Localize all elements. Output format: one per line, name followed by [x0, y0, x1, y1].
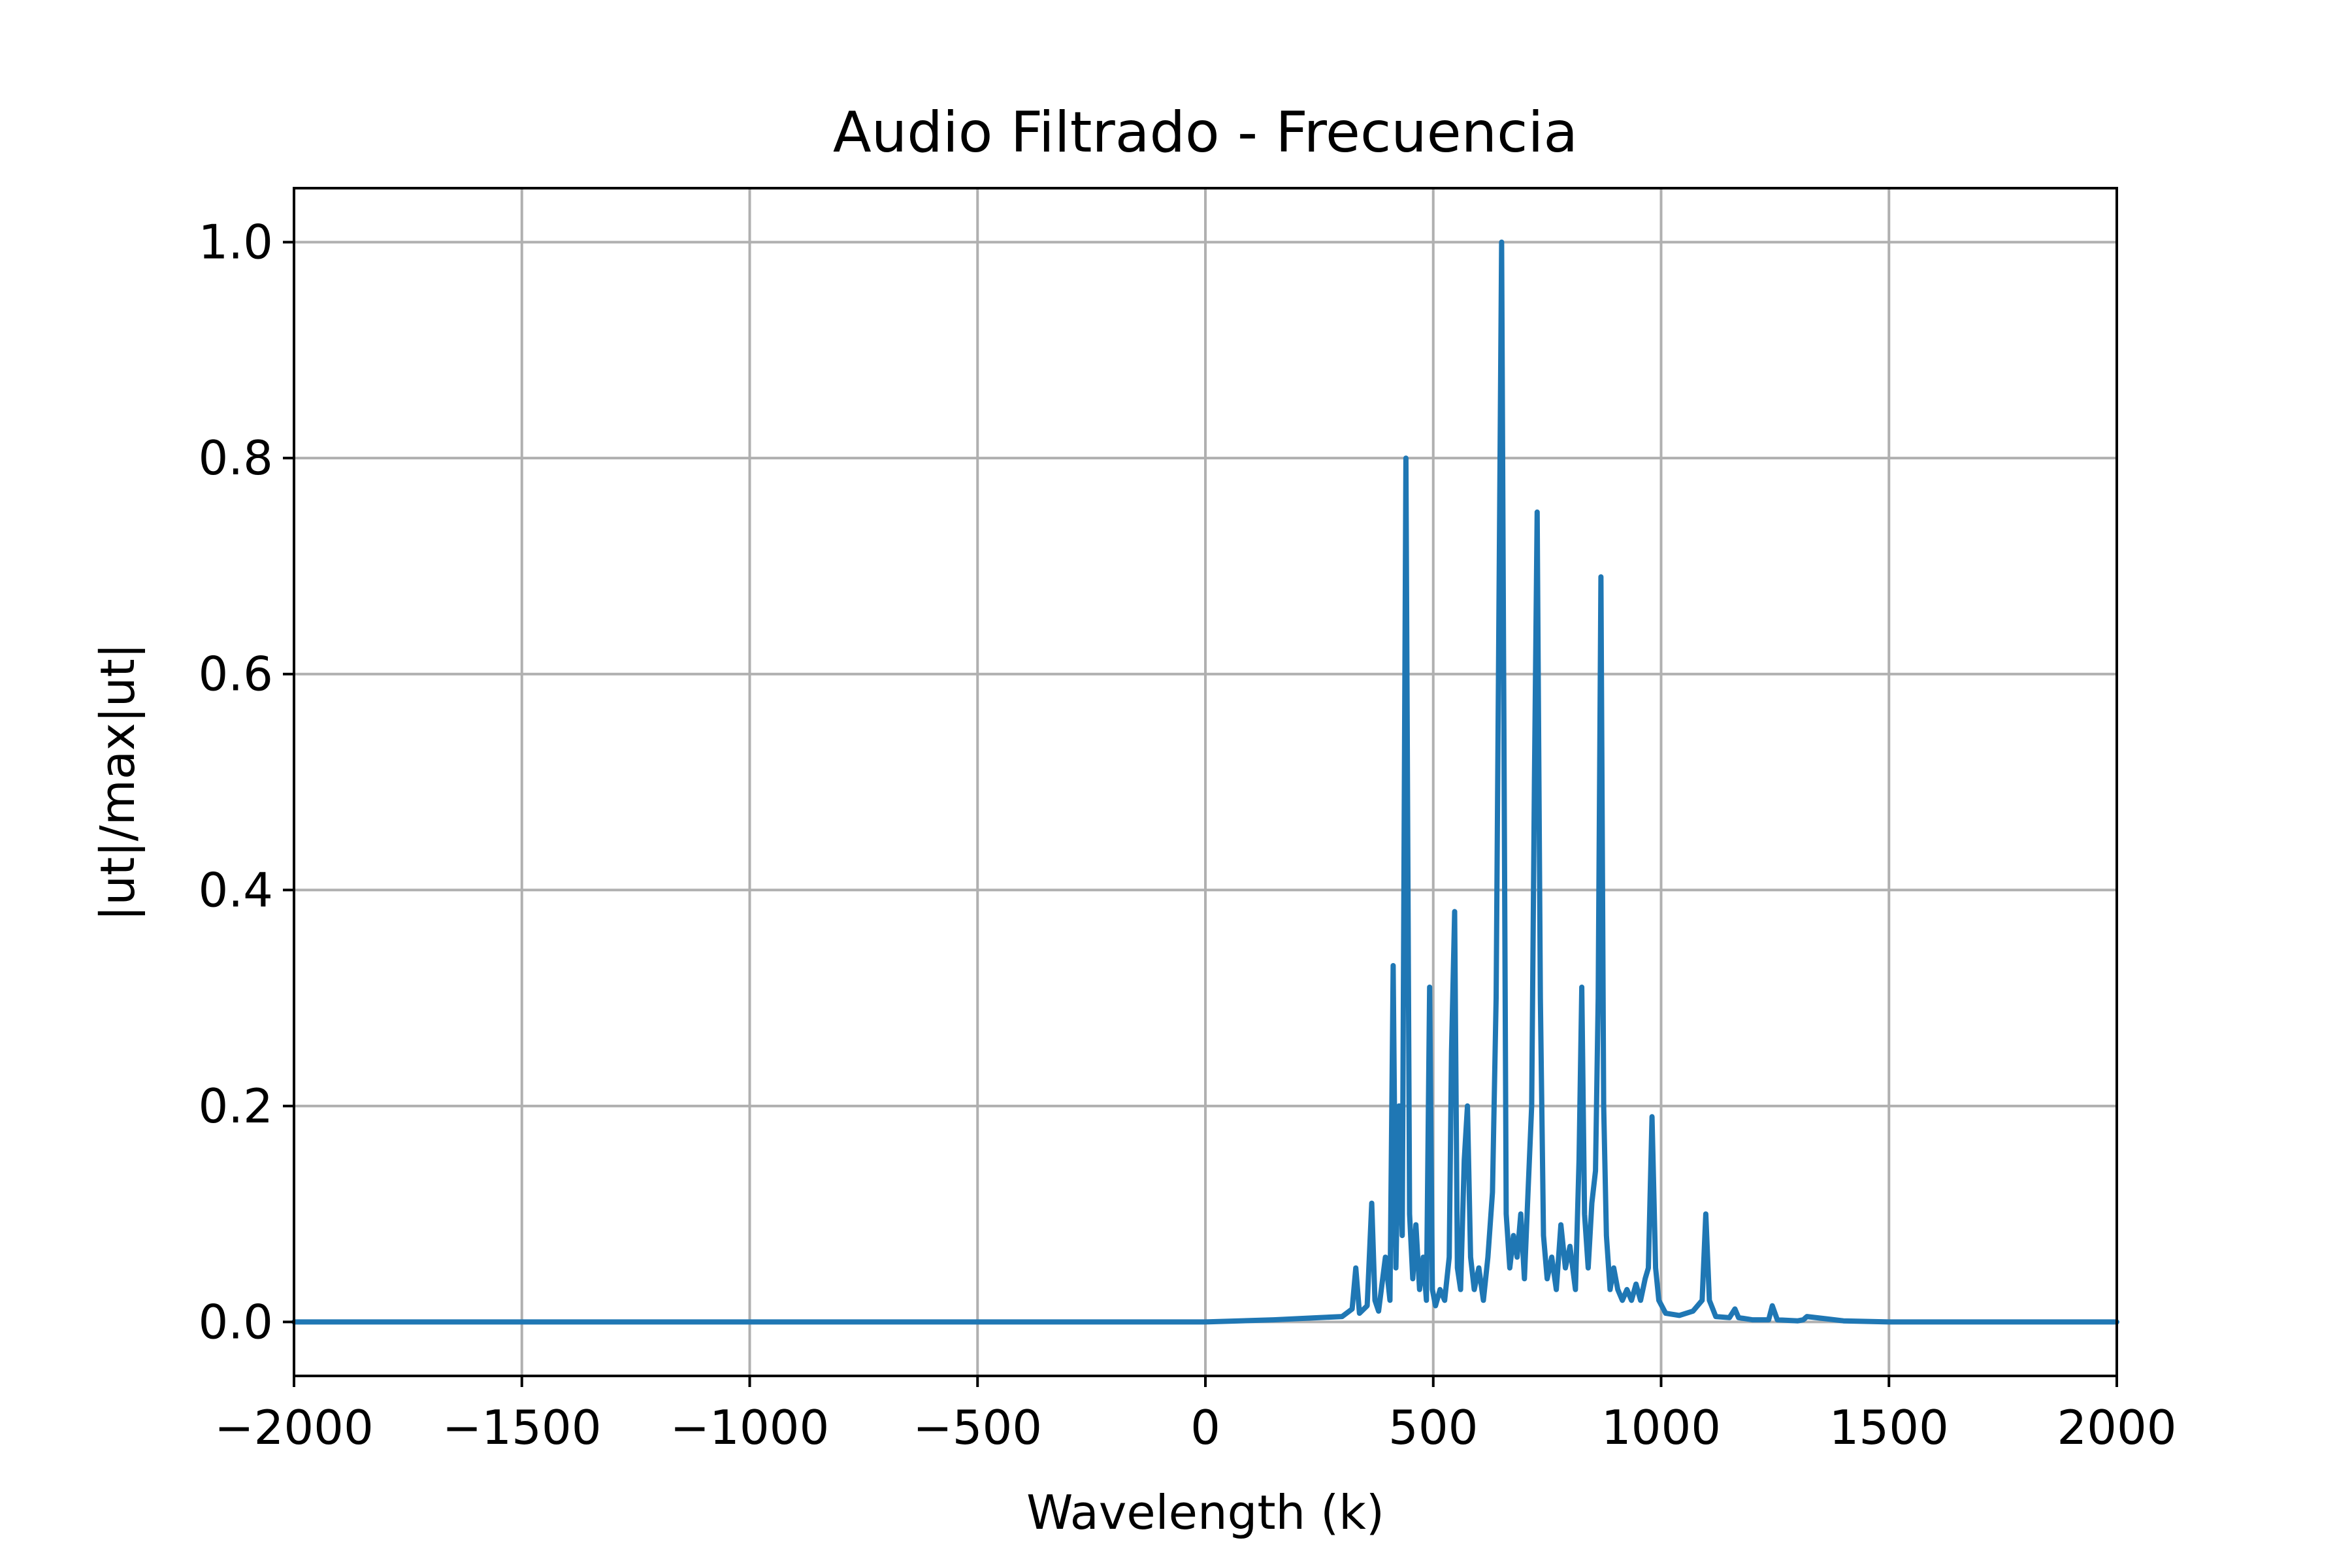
x-tick-label: −1000: [670, 1400, 830, 1455]
x-tick-label: 1000: [1601, 1400, 1721, 1455]
y-tick-label: 1.0: [198, 215, 273, 270]
x-tick-label: −1500: [442, 1400, 602, 1455]
series-layer: [291, 239, 2119, 1325]
chart-title: Audio Filtrado - Frecuencia: [833, 100, 1578, 165]
y-axis-label: |ut|/max|ut|: [90, 643, 146, 921]
x-tick-label: −500: [913, 1400, 1042, 1455]
x-tick-label: −2000: [214, 1400, 374, 1455]
x-tick-label: 2000: [2057, 1400, 2176, 1455]
y-tick-label: 0.8: [198, 431, 273, 485]
y-tick-label: 0.6: [198, 647, 273, 702]
x-tick-label: 1500: [1829, 1400, 1949, 1455]
ticks: −2000 −1500 −1000 −500 0 500 1000 1500 2000 0.0 0.…: [198, 215, 2176, 1455]
y-tick-label: 0.4: [198, 862, 273, 917]
y-tick-label: 0.2: [198, 1079, 273, 1134]
grid: [293, 188, 2118, 1376]
x-axis-label: Wavelength (k): [1026, 1485, 1384, 1540]
x-tick-label: 0: [1190, 1400, 1220, 1455]
spectrum-line: [291, 239, 2119, 1325]
y-tick-label: 0.0: [198, 1294, 273, 1349]
x-tick-label: 500: [1388, 1400, 1478, 1455]
